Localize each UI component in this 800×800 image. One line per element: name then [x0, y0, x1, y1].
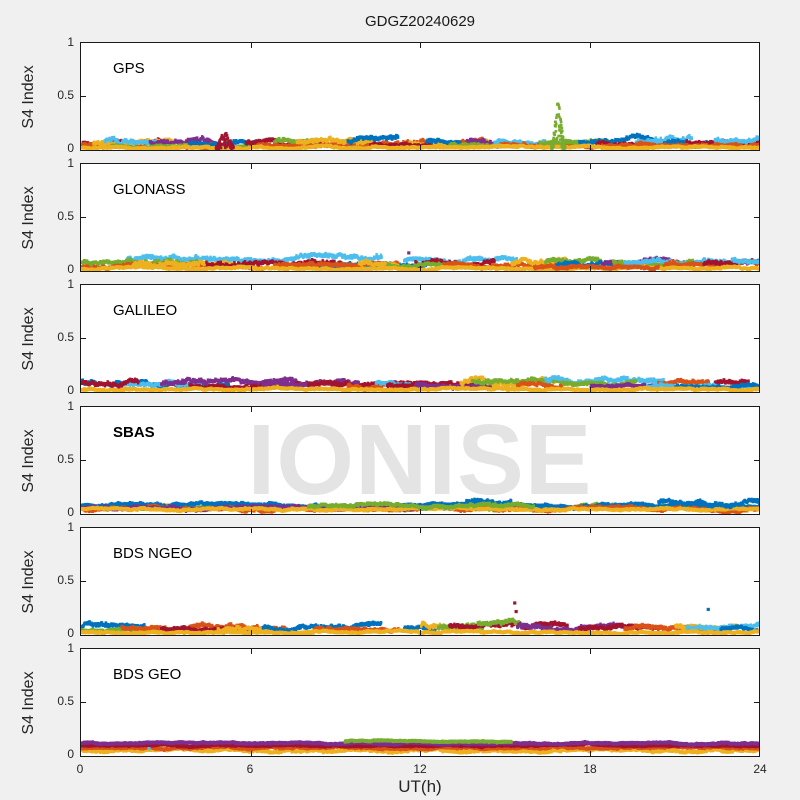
bds-ngeo-scatter-canvas — [81, 528, 759, 635]
y-tick-label: 0 — [67, 747, 74, 761]
y-tick-label: 1 — [67, 520, 74, 534]
y-axis-label: S4 Index — [20, 549, 37, 614]
y-tick-mark — [81, 581, 86, 582]
panel-label-bds-geo: BDS GEO — [113, 666, 182, 683]
panel-galileo: GALILEO — [80, 284, 760, 393]
y-tick-label: 0 — [67, 383, 74, 397]
panel-glonass: GLONASS — [80, 163, 760, 272]
x-tick-mark — [420, 285, 421, 290]
x-tick-mark — [420, 43, 421, 48]
sbas-scatter-canvas — [81, 407, 759, 514]
x-tick-mark — [590, 649, 591, 654]
x-tick-mark — [590, 145, 591, 150]
x-tick-mark — [251, 649, 252, 654]
panel-label-sbas: SBAS — [113, 424, 155, 441]
x-tick-mark — [590, 164, 591, 169]
x-tick-label: 24 — [753, 762, 767, 776]
x-tick-mark — [590, 407, 591, 412]
x-tick-mark — [590, 43, 591, 48]
x-tick-mark — [251, 509, 252, 514]
x-tick-mark — [420, 751, 421, 756]
x-tick-mark — [590, 266, 591, 271]
y-axis-label: S4 Index — [20, 670, 37, 735]
x-tick-label: 18 — [583, 762, 597, 776]
x-tick-mark — [420, 266, 421, 271]
x-tick-mark — [251, 145, 252, 150]
x-tick-mark — [420, 509, 421, 514]
x-tick-mark — [251, 407, 252, 412]
panel-label-gps: GPS — [113, 60, 145, 77]
x-tick-mark — [251, 164, 252, 169]
panel-label-glonass: GLONASS — [113, 181, 186, 198]
x-tick-label: 12 — [413, 762, 427, 776]
y-tick-mark — [754, 581, 759, 582]
y-tick-label: 0.5 — [57, 209, 74, 223]
x-tick-mark — [420, 387, 421, 392]
y-tick-mark — [81, 217, 86, 218]
panel-label-bds-ngeo: BDS NGEO — [113, 545, 193, 562]
x-tick-mark — [420, 528, 421, 533]
y-tick-label: 0.5 — [57, 330, 74, 344]
x-tick-mark — [251, 285, 252, 290]
gps-scatter-canvas — [81, 43, 759, 150]
y-axis-label: S4 Index — [20, 428, 37, 493]
x-tick-mark — [590, 387, 591, 392]
y-tick-label: 1 — [67, 156, 74, 170]
y-axis-label: S4 Index — [20, 306, 37, 371]
x-tick-label: 0 — [76, 762, 84, 776]
y-tick-mark — [81, 338, 86, 339]
x-tick-label: 6 — [246, 762, 254, 776]
chart-title: GDGZ20240629 — [364, 13, 476, 30]
x-tick-mark — [251, 387, 252, 392]
y-tick-mark — [81, 460, 86, 461]
x-tick-mark — [590, 751, 591, 756]
y-tick-label: 0 — [67, 505, 74, 519]
x-tick-mark — [251, 43, 252, 48]
y-tick-mark — [754, 338, 759, 339]
y-axis-label: S4 Index — [20, 185, 37, 250]
x-tick-mark — [251, 751, 252, 756]
x-axis-label: UT(h) — [398, 777, 442, 796]
y-tick-mark — [81, 96, 86, 97]
y-tick-label: 0.5 — [57, 694, 74, 708]
y-tick-label: 0 — [67, 141, 74, 155]
y-tick-label: 1 — [67, 641, 74, 655]
y-tick-label: 1 — [67, 35, 74, 49]
y-tick-mark — [754, 702, 759, 703]
panel-bds-geo: BDS GEO — [80, 648, 760, 757]
x-tick-mark — [251, 266, 252, 271]
y-tick-label: 0 — [67, 262, 74, 276]
bds-geo-scatter-canvas — [81, 649, 759, 756]
y-tick-label: 0.5 — [57, 452, 74, 466]
y-axis-label: S4 Index — [20, 64, 37, 129]
x-tick-mark — [420, 630, 421, 635]
panel-gps: GPS — [80, 42, 760, 151]
y-tick-label: 0.5 — [57, 88, 74, 102]
y-tick-label: 1 — [67, 277, 74, 291]
x-tick-mark — [420, 145, 421, 150]
y-tick-label: 0 — [67, 626, 74, 640]
y-tick-mark — [754, 96, 759, 97]
y-tick-mark — [754, 217, 759, 218]
y-tick-label: 0.5 — [57, 573, 74, 587]
y-tick-mark — [754, 460, 759, 461]
x-tick-mark — [420, 164, 421, 169]
x-tick-mark — [590, 285, 591, 290]
glonass-scatter-canvas — [81, 164, 759, 271]
x-tick-mark — [420, 649, 421, 654]
x-tick-mark — [590, 528, 591, 533]
panel-label-galileo: GALILEO — [113, 302, 178, 319]
x-tick-mark — [251, 528, 252, 533]
x-tick-mark — [590, 509, 591, 514]
y-tick-label: 1 — [67, 399, 74, 413]
panel-sbas: IONISE SBAS — [80, 404, 760, 516]
panel-bds-ngeo: BDS NGEO — [80, 527, 760, 636]
y-tick-mark — [81, 702, 86, 703]
x-tick-mark — [590, 630, 591, 635]
x-tick-mark — [251, 630, 252, 635]
x-tick-mark — [420, 407, 421, 412]
galileo-scatter-canvas — [81, 285, 759, 392]
